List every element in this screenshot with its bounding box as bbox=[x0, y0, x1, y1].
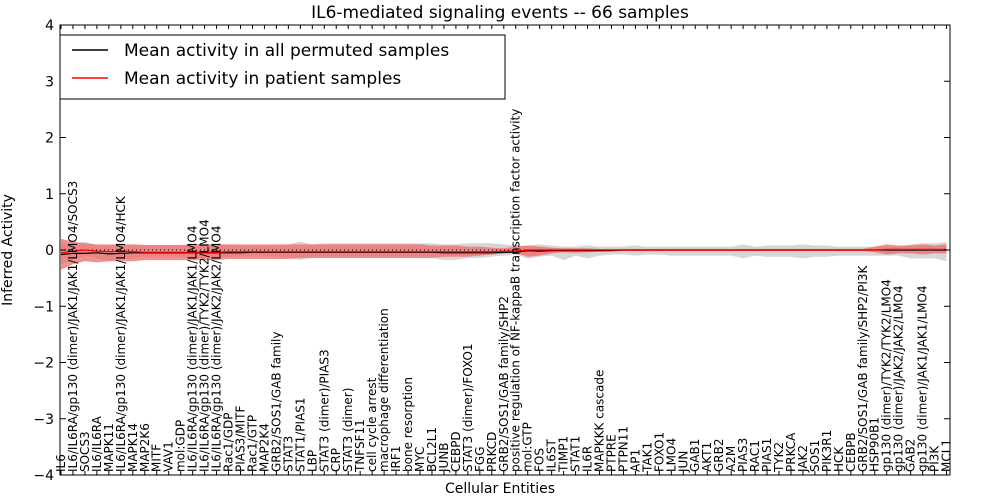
y-tick-label: 0 bbox=[45, 243, 54, 259]
x-tick-label: FGG bbox=[473, 447, 487, 473]
x-tick-label: SOCS3 bbox=[78, 431, 92, 472]
x-tick-label: CEBPB bbox=[844, 432, 858, 472]
x-tick-label: PIAS1 bbox=[760, 438, 774, 472]
y-tick-label: −2 bbox=[33, 356, 54, 372]
x-tick-label: PIK3R1 bbox=[820, 430, 834, 472]
x-tick-label: STAT3 (dimer)/PIAS3 bbox=[317, 349, 331, 472]
x-tick-label: IL6/IL6RA/gp130 (dimer)/JAK2/JAK2/LMO4 bbox=[210, 226, 224, 472]
x-tick-label: FOS bbox=[533, 448, 547, 472]
x-tick-label: gp130 (dimer)/JAK1/JAK1/LMO4 bbox=[916, 285, 930, 472]
x-tick-label: mol:GDP bbox=[174, 420, 188, 472]
legend-label-0: Mean activity in all permuted samples bbox=[124, 41, 449, 61]
x-tick-label: IL6 bbox=[54, 454, 68, 472]
y-tick-label: −3 bbox=[33, 412, 54, 428]
x-tick-label: PRKCA bbox=[784, 432, 798, 472]
x-tick-label: CRP bbox=[329, 448, 343, 472]
series-line-1 bbox=[60, 248, 947, 254]
x-tick-label: STAT1/PIAS1 bbox=[293, 397, 307, 472]
x-tick-label: IL6/IL6RA bbox=[90, 415, 104, 472]
x-tick-label: MITF bbox=[150, 444, 164, 472]
y-tick-label: 2 bbox=[45, 131, 54, 147]
x-tick-label: TIMP1 bbox=[557, 436, 571, 473]
x-tick-label: gp130 (dimer)/TYK2/TYK2/LMO4 bbox=[880, 279, 894, 472]
x-tick-label: IRF1 bbox=[389, 446, 403, 472]
x-tick-label: PIAS3/MITF bbox=[234, 405, 248, 472]
x-tick-label: STAT3 (dimer) bbox=[341, 388, 355, 472]
x-tick-label: GRB2 bbox=[712, 438, 726, 472]
x-tick-label: IL6/IL6RA/gp130 (dimer)/JAK1/JAK1/LMO4/H… bbox=[114, 195, 128, 472]
x-tick-label: JUNB bbox=[437, 442, 451, 473]
x-tick-label: positive regulation of NF-kappaB transcr… bbox=[509, 109, 523, 472]
x-tick-label: AKT1 bbox=[700, 442, 714, 472]
x-tick-label: HCK bbox=[832, 446, 846, 472]
x-tick-label: PTPN11 bbox=[616, 426, 630, 472]
x-tick-label: bone resorption bbox=[401, 377, 415, 472]
x-tick-label: LMO4 bbox=[664, 438, 678, 472]
x-tick-label: SOS1 bbox=[808, 440, 822, 472]
x-tick-label: IL6R bbox=[581, 446, 595, 472]
x-tick-label: MCL1 bbox=[940, 439, 954, 472]
x-tick-label: GRB2/SOS1/GAB family/SHP2 bbox=[497, 296, 511, 472]
y-tick-label: 3 bbox=[45, 74, 54, 90]
x-tick-label: RAC1 bbox=[748, 440, 762, 472]
x-tick-label: PRKCD bbox=[485, 432, 499, 472]
x-tick-label: AP1 bbox=[628, 449, 642, 472]
x-tick-label: TYK2 bbox=[772, 442, 786, 473]
x-tick-label: VAV1 bbox=[162, 441, 176, 472]
legend-box bbox=[59, 34, 506, 100]
legend-label-1: Mean activity in patient samples bbox=[124, 69, 401, 89]
x-tick-label: LBP bbox=[305, 450, 319, 472]
x-tick-label: JUN bbox=[676, 451, 690, 473]
y-tick-label: −1 bbox=[33, 299, 54, 315]
x-tick-label: GAB1 bbox=[688, 439, 702, 472]
y-tick-label: −4 bbox=[33, 468, 54, 484]
x-tick-label: gp130 (dimer)/JAK2/JAK2/LMO4 bbox=[892, 285, 906, 472]
x-tick-label: GAB2 bbox=[904, 439, 918, 472]
x-tick-label: A2M bbox=[724, 446, 738, 472]
x-tick-label: MAP2K4 bbox=[257, 423, 271, 472]
x-tick-label: HSP90B1 bbox=[868, 417, 882, 472]
x-tick-label: PTPRE bbox=[605, 434, 619, 472]
x-tick-label: cell cycle arrest bbox=[365, 377, 379, 472]
x-tick-label: IL6/IL6RA/gp130 (dimer)/JAK1/JAK1/LMO4/S… bbox=[66, 181, 80, 472]
x-tick-label: BCL2L1 bbox=[425, 427, 439, 472]
x-tick-label: STAT1 bbox=[569, 436, 583, 472]
x-tick-label: PIAS3 bbox=[736, 438, 750, 472]
x-tick-label: MAP2K6 bbox=[138, 423, 152, 472]
x-tick-label: IL6/IL6RA/gp130 (dimer)/TYK2/TYK2/LMO4 bbox=[198, 219, 212, 472]
x-tick-label: IL6ST bbox=[545, 439, 559, 472]
y-tick-label: 4 bbox=[45, 18, 54, 34]
x-tick-label: CEBPD bbox=[449, 431, 463, 472]
x-tick-label: GRB2/SOS1/GAB family bbox=[269, 332, 283, 473]
y-axis-label: Inferred Activity bbox=[0, 194, 16, 306]
x-tick-label: MAPK11 bbox=[102, 423, 116, 472]
chart-title: IL6-mediated signaling events -- 66 samp… bbox=[311, 3, 689, 23]
x-axis-label: Cellular Entities bbox=[445, 481, 555, 497]
y-tick-label: 1 bbox=[45, 187, 54, 203]
x-tick-label: TNFSF11 bbox=[353, 419, 367, 473]
x-tick-label: mol:GTP bbox=[521, 422, 535, 472]
x-tick-label: FOXO1 bbox=[652, 432, 666, 472]
band-1 bbox=[61, 238, 947, 270]
x-tick-label: macrophage differentiation bbox=[377, 308, 391, 472]
x-tick-label: PI3K bbox=[928, 445, 942, 472]
x-tick-label: GRB2/SOS1/GAB family/SHP2/PI3K bbox=[856, 264, 870, 472]
x-tick-label: MYC bbox=[413, 447, 427, 472]
x-tick-label: JAK2 bbox=[796, 445, 810, 473]
x-tick-label: Rac1/GDP bbox=[222, 413, 236, 472]
x-tick-label: STAT3 (dimer)/FOXO1 bbox=[461, 343, 475, 472]
x-tick-label: IL6/IL6RA/gp130 (dimer)/JAK1/JAK1/LMO4 bbox=[186, 226, 200, 472]
x-tick-label: MAPKKK cascade bbox=[593, 370, 607, 472]
x-tick-label: STAT3 bbox=[281, 436, 295, 472]
x-tick-label: MAPK14 bbox=[126, 423, 140, 472]
x-tick-label: TAK1 bbox=[640, 442, 654, 473]
x-tick-label: Rac1/GTP bbox=[246, 415, 260, 472]
